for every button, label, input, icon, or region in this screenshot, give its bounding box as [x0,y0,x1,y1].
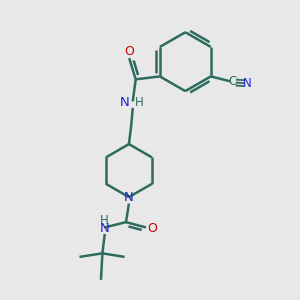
Text: N: N [124,190,134,204]
Text: H: H [135,96,144,109]
Text: O: O [147,222,157,236]
Text: H: H [100,214,109,227]
Text: N: N [120,96,129,109]
Text: N: N [99,222,109,235]
Text: C: C [228,75,236,88]
Text: N: N [242,77,251,90]
Text: O: O [124,45,134,58]
